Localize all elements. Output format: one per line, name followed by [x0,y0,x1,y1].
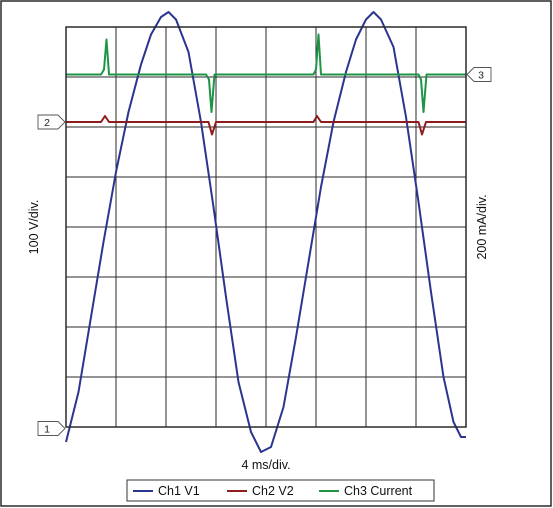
channel-marker-label: 1 [44,424,50,436]
channel-marker-2 [37,114,66,130]
y-axis-label-left: 100 V/div. [27,200,41,255]
series-line-ch3-current [66,33,466,113]
legend: Ch1 V1 Ch2 V2 Ch3 Current [126,479,435,502]
channel-marker-label: 2 [44,117,50,129]
series-group [65,11,466,453]
series-line-ch1-v1 [65,11,466,453]
legend-box [126,479,435,502]
channel-marker-label: 3 [478,70,484,82]
grid [66,27,466,427]
y-axis-label-right: 200 mA/div. [475,194,489,259]
channel-marker-3 [466,67,492,82]
plot-border [65,26,467,428]
channel-marker-1 [37,421,66,436]
channel-markers: 1 2 3 [37,67,492,436]
x-axis-label: 4 ms/div. [241,458,290,472]
legend-label: Ch2 V2 [252,484,294,498]
legend-label: Ch3 Current [344,484,413,498]
legend-label: Ch1 V1 [158,484,200,498]
series-line-ch2-v2 [66,115,466,136]
legend-items: Ch1 V1 Ch2 V2 Ch3 Current [133,484,413,498]
